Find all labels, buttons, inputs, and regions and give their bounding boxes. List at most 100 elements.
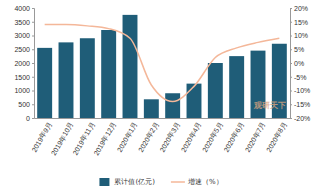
tick-mark — [290, 22, 292, 23]
tick-label: 2020年8月 — [265, 121, 288, 153]
tick-label: 1000 — [14, 87, 30, 94]
tick: 2020年6月 — [222, 121, 245, 153]
annotation: 观研天下 — [253, 101, 286, 110]
tick: 500 — [18, 101, 34, 108]
tick: 2020年2月 — [137, 121, 160, 153]
tick-label: -15% — [294, 101, 310, 108]
tick-label: 3000 — [14, 32, 30, 39]
tick-mark — [290, 104, 292, 105]
tick-label: 2020年1月 — [116, 121, 139, 153]
growth-line — [45, 25, 280, 102]
tick: 0 — [26, 115, 34, 122]
tick-label: 15% — [294, 18, 308, 25]
tick-label: 2020年7月 — [244, 121, 267, 153]
axis-line — [32, 9, 35, 119]
legend-item: 增速（%） — [171, 178, 223, 186]
axis-line — [291, 9, 293, 119]
axis-line — [35, 118, 291, 119]
tick-label: -5% — [294, 73, 306, 80]
tick-label: -20% — [294, 115, 310, 122]
tick-label: 2020年5月 — [201, 121, 224, 153]
chart: 0 500 1000 1500 2000 2500 3000 3500 4000 -20% -15%… — [0, 0, 320, 190]
y2-axis: -20% -15% -10% -5% 0% 5% 10% 15% 20% — [290, 5, 310, 122]
tick: 2020年1月 — [116, 121, 139, 153]
tick: 4000 — [14, 5, 34, 12]
tick-label: 20% — [294, 5, 308, 12]
tick-label: 2020年4月 — [180, 121, 203, 153]
legend: 累计值(亿元) 增速（%） — [99, 178, 222, 186]
legend-label: 增速（%） — [187, 178, 223, 186]
tick: 20% — [290, 5, 308, 12]
tick-mark — [290, 91, 292, 92]
tick-label: 1500 — [14, 73, 30, 80]
tick-label: 2019年9月 — [30, 121, 53, 153]
tick: 2019年12月 — [93, 121, 118, 157]
tick: 1000 — [14, 87, 34, 94]
tick-label: 2020年6月 — [222, 121, 245, 153]
tick-mark — [290, 8, 292, 9]
bar — [229, 56, 244, 118]
tick: 2020年4月 — [180, 121, 203, 153]
legend-swatch — [99, 178, 109, 186]
tick-mark — [32, 91, 34, 92]
bar — [101, 30, 116, 118]
tick: -15% — [290, 101, 310, 108]
tick-label: 3500 — [14, 18, 30, 25]
tick: 2500 — [14, 46, 34, 53]
bar — [80, 38, 95, 118]
tick-label: 2019年11月 — [71, 121, 95, 156]
tick-label: 2000 — [14, 60, 30, 67]
tick-mark — [32, 63, 34, 64]
legend-label: 累计值(亿元) — [114, 178, 155, 186]
tick-mark — [32, 22, 34, 23]
tick-mark — [32, 104, 34, 105]
tick-label: 0% — [294, 60, 304, 67]
y-axis: 0 500 1000 1500 2000 2500 3000 3500 4000 — [14, 5, 34, 122]
bar — [165, 93, 180, 118]
tick-label: 500 — [18, 101, 30, 108]
legend-swatch — [171, 181, 185, 183]
tick: -5% — [290, 73, 306, 80]
tick-mark — [32, 77, 34, 78]
marks — [37, 15, 287, 118]
bar — [187, 84, 202, 118]
tick: 2020年8月 — [265, 121, 288, 153]
tick-label: -10% — [294, 87, 310, 94]
bar — [123, 15, 138, 118]
tick-label: 5% — [294, 46, 304, 53]
tick: 0% — [290, 60, 304, 67]
tick: 2020年7月 — [244, 121, 267, 153]
tick-label: 0 — [26, 115, 30, 122]
tick-mark — [290, 49, 292, 50]
tick: 2020年3月 — [158, 121, 181, 153]
tick-label: 10% — [294, 32, 308, 39]
tick-mark — [32, 8, 34, 9]
bar — [37, 48, 52, 118]
bar — [59, 42, 74, 118]
tick-mark — [290, 63, 292, 64]
tick: 5% — [290, 46, 304, 53]
plot: 0 500 1000 1500 2000 2500 3000 3500 4000 -20% -15%… — [14, 5, 310, 157]
tick: 1500 — [14, 73, 34, 80]
tick: 2000 — [14, 60, 34, 67]
tick-label: 2500 — [14, 46, 30, 53]
tick: 3500 — [14, 18, 34, 25]
tick: 3000 — [14, 32, 34, 39]
tick-label: 2020年3月 — [158, 121, 181, 153]
tick-mark — [32, 49, 34, 50]
tick: 2019年11月 — [71, 121, 95, 156]
tick-mark — [290, 77, 292, 78]
tick-label: 2019年12月 — [93, 121, 118, 157]
tick: -20% — [290, 115, 310, 122]
bar — [144, 99, 159, 118]
tick: 2019年9月 — [30, 121, 53, 153]
tick: 2020年5月 — [201, 121, 224, 153]
tick: 15% — [290, 18, 308, 25]
tick-mark — [32, 36, 34, 37]
x-axis: 2019年9月2019年10月2019年11月2019年12月2020年1月20… — [30, 119, 290, 157]
tick-mark — [290, 36, 292, 37]
tick: -10% — [290, 87, 310, 94]
tick-label: 2019年10月 — [50, 121, 75, 157]
bar — [208, 63, 223, 118]
tick-label: 2020年2月 — [137, 121, 160, 153]
